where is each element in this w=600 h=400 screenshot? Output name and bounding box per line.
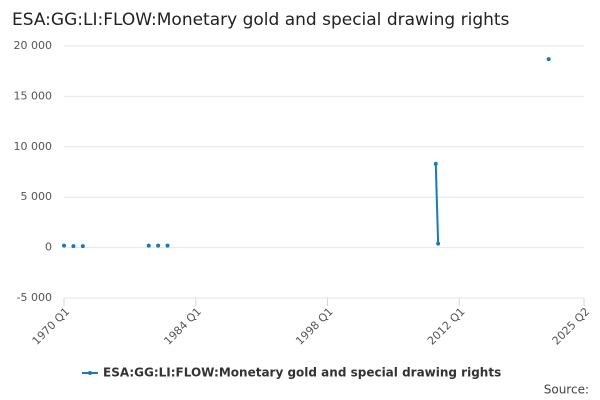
data-point — [546, 57, 551, 62]
data-point — [146, 243, 151, 248]
data-point — [62, 243, 66, 248]
chart-title: ESA:GG:LI:FLOW:Monetary gold and special… — [12, 10, 510, 30]
series-line — [434, 163, 440, 244]
source: Source: — [544, 383, 589, 397]
legend-label: ESA:GG:LI:FLOW:Monetary gold and special… — [103, 366, 501, 380]
data-point — [433, 161, 438, 166]
y-tick-label: 10 000 — [14, 140, 53, 153]
y-tick-label: 5 000 — [21, 190, 53, 203]
data-point — [436, 241, 441, 246]
x-tick-label: 2012 Q1 — [425, 305, 468, 348]
data-point — [156, 243, 161, 248]
x-tick-label: 2025 Q2 — [550, 305, 593, 348]
y-tick-label: 20 000 — [14, 39, 53, 52]
data-point — [165, 243, 170, 248]
x-tick-label: 1984 Q1 — [161, 305, 204, 348]
y-tick-label: -5 000 — [17, 291, 52, 304]
y-tick-label: 15 000 — [14, 89, 53, 102]
legend-symbol-dot — [88, 371, 92, 375]
y-tick-label: 0 — [45, 241, 52, 254]
data-point — [80, 244, 85, 249]
x-tick-label: 1970 Q1 — [30, 305, 73, 348]
data-point — [71, 244, 76, 249]
x-tick-label: 1998 Q1 — [293, 305, 336, 348]
